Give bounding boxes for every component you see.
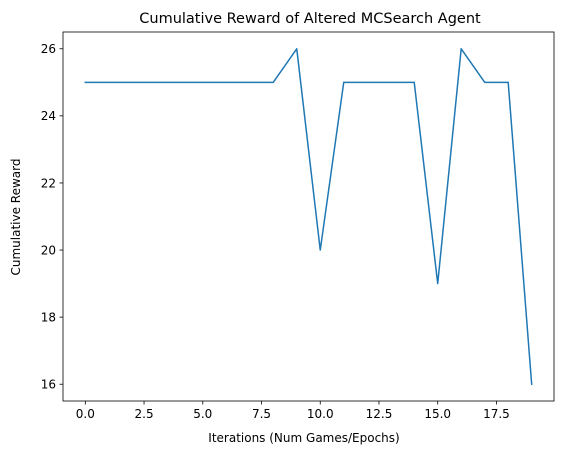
x-axis-label: Iterations (Num Games/Epochs) xyxy=(208,431,399,445)
x-tick-label: 17.5 xyxy=(483,407,510,421)
plot-area: 0.0 2.5 5.0 7.5 10.0 12.5 15.0 17.5 16 18 20 22 24 26 xyxy=(41,31,555,421)
y-tick-label: 20 xyxy=(41,243,56,257)
y-axis-label: Cumulative Reward xyxy=(9,159,23,276)
y-tick-label: 16 xyxy=(41,378,56,392)
x-tick-label: 7.5 xyxy=(252,407,271,421)
x-tick-label: 10.0 xyxy=(307,407,334,421)
y-tick-label: 24 xyxy=(41,109,56,123)
x-tick-label: 15.0 xyxy=(424,407,451,421)
x-tick-label: 2.5 xyxy=(135,407,154,421)
series-line-0 xyxy=(84,48,533,386)
y-tick-label: 18 xyxy=(41,310,56,324)
y-tick-label: 26 xyxy=(41,42,56,56)
y-tick-label: 22 xyxy=(41,176,56,190)
chart-title: Cumulative Reward of Altered MCSearch Ag… xyxy=(139,11,481,27)
plot-frame xyxy=(62,31,555,402)
x-tick-label: 12.5 xyxy=(366,407,393,421)
x-tick-label: 5.0 xyxy=(193,407,212,421)
x-tick-label: 0.0 xyxy=(76,407,95,421)
